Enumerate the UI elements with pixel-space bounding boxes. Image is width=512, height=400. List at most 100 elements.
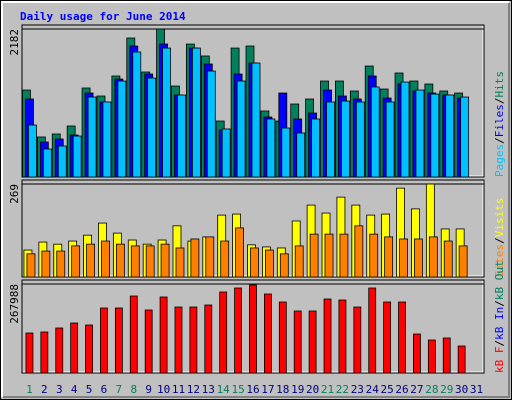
bar (278, 301, 287, 374)
bar (384, 236, 394, 278)
bar (221, 128, 231, 178)
y-tick-label: 2182 (8, 29, 21, 56)
bar (145, 245, 155, 278)
legend-text: Pages/Files/Hits (493, 71, 506, 177)
bar (279, 253, 289, 278)
bar (442, 337, 451, 374)
x-tick-label: 14 (217, 383, 231, 396)
x-tick-label: 8 (130, 383, 137, 396)
x-tick-label: 9 (145, 383, 152, 396)
bar (206, 70, 216, 178)
legend-separator: / (493, 340, 506, 347)
bar (115, 243, 125, 278)
x-tick-label: 7 (116, 383, 123, 396)
legend-entry: Visits (493, 198, 506, 238)
x-tick-label: 19 (291, 383, 304, 396)
bar (308, 310, 317, 374)
x-tick-label: 3 (56, 383, 63, 396)
x-tick-label: 22 (336, 383, 349, 396)
bar (117, 80, 127, 178)
bar (162, 47, 171, 178)
bar (323, 298, 332, 374)
bar (177, 94, 186, 178)
bar (281, 127, 291, 178)
y-tick-label: 267988 (8, 284, 21, 324)
x-tick-label: 30 (455, 383, 468, 396)
bar (42, 148, 52, 178)
bar (235, 227, 244, 278)
x-tick-label: 21 (321, 383, 334, 396)
bar (339, 233, 349, 278)
bar (129, 295, 138, 374)
x-tick-label: 16 (246, 383, 259, 396)
bar (56, 250, 66, 278)
x-tick-label: 17 (261, 383, 274, 396)
bar (370, 86, 380, 178)
x-tick-label: 20 (306, 383, 319, 396)
bar (443, 240, 453, 278)
chart-title: Daily usage for June 2014 (20, 10, 186, 23)
bar (102, 101, 112, 178)
bar (174, 306, 183, 374)
bar (458, 245, 468, 278)
legend-entry: Hits (493, 71, 506, 98)
x-tick-label: 29 (440, 383, 453, 396)
bar (383, 301, 392, 374)
bar (355, 101, 365, 178)
bar (251, 62, 261, 178)
bar (25, 332, 34, 374)
legend-entry: kB F (493, 347, 506, 374)
bar (414, 238, 423, 278)
x-tick-label: 6 (101, 383, 108, 396)
bar (205, 236, 215, 278)
bar (326, 101, 335, 178)
bar (338, 299, 347, 374)
bar (460, 96, 470, 178)
x-tick-label: 18 (276, 383, 289, 396)
bar (445, 94, 455, 178)
bar (428, 236, 438, 278)
x-tick-label: 13 (202, 383, 215, 396)
frame-dark (3, 3, 510, 398)
bar (311, 118, 321, 178)
legend-entry: kB Out (493, 260, 506, 300)
x-tick-label: 15 (231, 383, 244, 396)
bar (234, 287, 242, 374)
x-tick-label: 28 (425, 383, 438, 396)
bar (130, 245, 140, 278)
x-tick-label: 26 (395, 383, 408, 396)
bar (40, 331, 49, 374)
legend-separator: / (493, 137, 506, 144)
bar (294, 245, 304, 278)
bar (353, 306, 362, 374)
x-tick-label: 4 (71, 383, 78, 396)
legend: Pages/Files/Hits (493, 71, 506, 177)
x-tick-label: 27 (410, 383, 423, 396)
legend-separator: / (493, 237, 506, 244)
legend-entry: kB In (493, 307, 506, 340)
bar (400, 81, 410, 178)
legend-separator: / (493, 300, 506, 307)
bar (264, 293, 272, 374)
bar (26, 253, 36, 278)
bar (71, 245, 81, 278)
bar (190, 238, 200, 278)
bar (86, 243, 95, 278)
bar (369, 233, 379, 278)
legend-text: Sites/Visits (493, 198, 506, 278)
bar (265, 249, 274, 278)
bar (266, 118, 276, 178)
legend: kB F/kB In/kB Out (493, 260, 506, 373)
bar (132, 51, 142, 178)
bar (87, 96, 97, 178)
bar (236, 80, 246, 178)
bar (368, 287, 377, 374)
bar (28, 124, 37, 178)
bar (309, 233, 319, 278)
bar (144, 309, 153, 374)
bar (175, 247, 185, 278)
bar (219, 291, 228, 374)
legend: Sites/Visits (493, 198, 506, 278)
